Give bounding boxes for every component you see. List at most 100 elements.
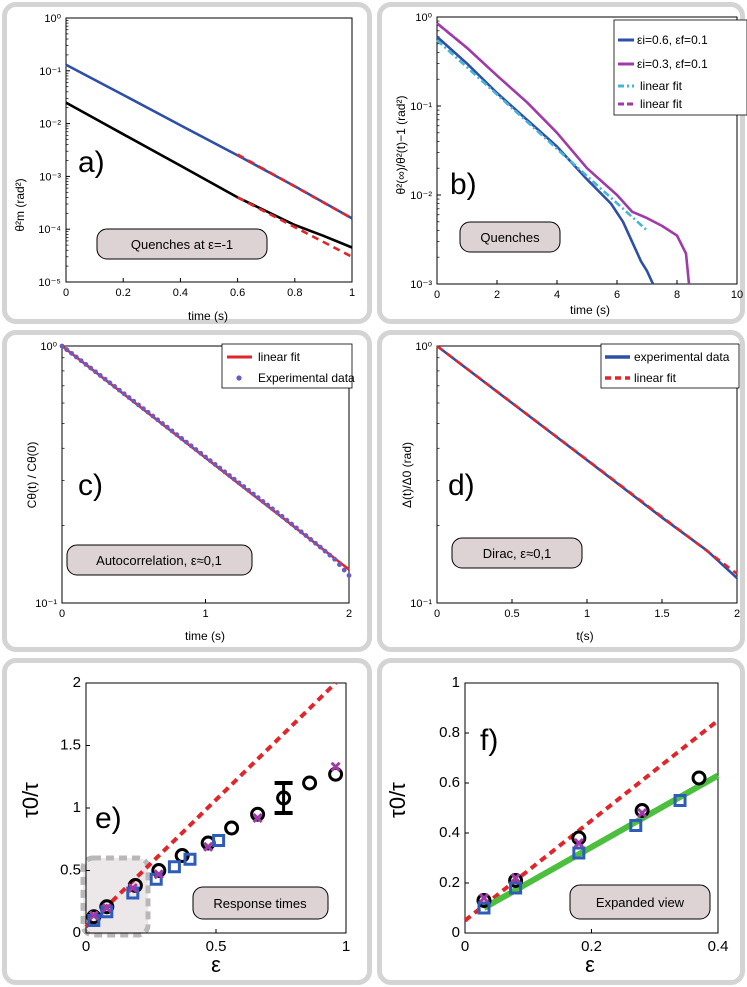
x-tick-label-d-2: 1 bbox=[584, 608, 590, 620]
y-tick-label-a-1: 10⁻⁴ bbox=[38, 224, 61, 236]
x-tick-label-d-1: 0.5 bbox=[504, 608, 519, 620]
x-axis-label-a: time (s) bbox=[188, 309, 228, 323]
y-axis-label-c: Cθ(t) / Cθ(0) bbox=[25, 442, 39, 509]
series-f-1-line bbox=[482, 772, 720, 911]
series-c-1-point-50 bbox=[298, 529, 304, 535]
y-tick-label-d-0: 10⁻¹ bbox=[410, 598, 432, 610]
series-c-1-point-29 bbox=[198, 450, 204, 456]
x-tick-label-b-0: 0 bbox=[434, 289, 440, 301]
series-c-1-point-40 bbox=[250, 491, 256, 497]
x-tick-label-b-3: 6 bbox=[614, 289, 620, 301]
x-tick-label-b-5: 10 bbox=[731, 289, 743, 301]
x-tick-label-f-2: 0.4 bbox=[708, 938, 729, 955]
x-tick-label-b-4: 8 bbox=[674, 289, 680, 301]
legend-b-2: linear fit bbox=[640, 79, 683, 93]
y-tick-label-e-1: 0.5 bbox=[60, 862, 81, 879]
axes-b: 0 2 4 6 8 10 10⁻³ 10⁻² 10⁻¹ 10⁰ bbox=[410, 12, 743, 301]
series-c-1-point-4 bbox=[78, 358, 84, 364]
series-c-1-point-41 bbox=[255, 495, 261, 501]
y-tick-label-e-4: 2 bbox=[73, 674, 81, 691]
y-tick-label-f-5: 1 bbox=[452, 674, 460, 691]
series-c-1-point-32 bbox=[212, 461, 218, 467]
annotation-text-d: Dirac, ε≈0,1 bbox=[483, 546, 552, 561]
annotation-text-a: Quenches at ε=-1 bbox=[131, 237, 233, 252]
y-tick-label-a-3: 10⁻² bbox=[39, 119, 61, 131]
series-e-1-circle-7 bbox=[250, 806, 266, 822]
annotation-box-f: Expanded view bbox=[569, 884, 711, 920]
series-f-4-x-2 bbox=[573, 837, 584, 849]
annotation-box-d: Dirac, ε≈0,1 bbox=[451, 537, 583, 569]
series-e-2-square-3 bbox=[149, 872, 163, 886]
series-c-1-point-57 bbox=[332, 556, 338, 562]
series-c-1-point-51 bbox=[303, 533, 309, 538]
series-c-1-point-31 bbox=[207, 458, 213, 464]
series-c-1-point-59 bbox=[341, 567, 347, 573]
series-e-0-line bbox=[84, 681, 337, 929]
annotation-box-c: Autocorrelation, ε≈0,1 bbox=[66, 544, 253, 576]
y-tick-label-f-0: 0 bbox=[452, 924, 460, 941]
legend-b-1: εi=0.3, εf=0.1 bbox=[637, 57, 708, 71]
series-f-0-line bbox=[463, 718, 720, 923]
x-axis-label-d: t(s) bbox=[576, 629, 593, 643]
series-e-3-x-0 bbox=[88, 910, 99, 921]
y-tick-label-d-1: 10⁰ bbox=[415, 341, 432, 353]
series-e-3-x-4 bbox=[203, 841, 214, 852]
x-axis-label-f: ε bbox=[585, 952, 595, 977]
series-c-1-point-38 bbox=[241, 484, 247, 489]
series-c-1-point-1 bbox=[64, 347, 70, 353]
x-tick-label-f-1: 0.2 bbox=[581, 938, 602, 955]
series-e-1-circle-3 bbox=[151, 863, 167, 878]
y-tick-label-f-3: 0.6 bbox=[439, 774, 460, 791]
series-c-1-point-18 bbox=[145, 409, 151, 415]
x-tick-label-a-2: 0.4 bbox=[173, 287, 188, 299]
axes-c: 0 1 2 10⁻¹ 10⁰ bbox=[35, 341, 352, 620]
x-axis-label-b: time (s) bbox=[570, 303, 610, 317]
annotation-text-e: Response times bbox=[213, 896, 307, 911]
legend-b: εi=0.6, εf=0.1 εi=0.3, εf=0.1 linear fit… bbox=[613, 19, 747, 116]
panel-label-e: e) bbox=[95, 802, 122, 835]
series-c-1-point-53 bbox=[313, 540, 318, 546]
y-axis-label-b: θ²(∞)/θ²(t)−1 (rad²) bbox=[394, 96, 408, 195]
series-c-1-point-28 bbox=[193, 447, 199, 452]
legend-c: linear fit Experimental data bbox=[221, 343, 355, 389]
series-c-1-point-15 bbox=[131, 398, 137, 404]
series-c-1-point-60 bbox=[346, 573, 352, 578]
y-tick-label-a-4: 10⁻¹ bbox=[39, 66, 61, 78]
series-e-2-square-6 bbox=[212, 834, 226, 847]
series-e-3-x-6 bbox=[330, 761, 341, 772]
series-f-3-square-0 bbox=[477, 901, 491, 915]
annotation-text-c: Autocorrelation, ε≈0,1 bbox=[96, 553, 222, 568]
x-tick-label-c-1: 1 bbox=[202, 608, 208, 620]
series-e-2-square-4 bbox=[167, 860, 181, 874]
y-tick-label-f-4: 0.8 bbox=[439, 724, 460, 741]
x-tick-label-c-2: 2 bbox=[346, 608, 352, 620]
series-c-1-point-22 bbox=[164, 424, 170, 430]
series-c-1-point-2 bbox=[69, 350, 74, 356]
series-c-1-point-19 bbox=[150, 413, 156, 419]
series-c-1-point-54 bbox=[317, 544, 323, 550]
y-axis-label-d: Δ(t)/Δ0 (rad) bbox=[400, 442, 414, 508]
series-c-1-point-30 bbox=[203, 454, 208, 460]
panel-e bbox=[2, 658, 372, 985]
series-c-1-point-46 bbox=[279, 513, 285, 519]
y-tick-label-e-3: 1.5 bbox=[60, 737, 81, 754]
x-axis-label-c: time (s) bbox=[185, 629, 225, 643]
axes-a: 0 0.2 0.4 0.6 0.8 1 10⁻⁵ 10⁻⁴ 10⁻³ 10⁻² 10⁻¹ 10⁰ bbox=[38, 13, 355, 299]
series-f-4-x-1 bbox=[510, 872, 521, 884]
series-c-1-point-11 bbox=[112, 384, 118, 389]
y-tick-label-b-2: 10⁻¹ bbox=[410, 101, 432, 113]
y-tick-label-b-1: 10⁻² bbox=[410, 190, 432, 202]
series-c-1-point-34 bbox=[222, 469, 228, 475]
series-f-2-circle-0 bbox=[476, 893, 492, 908]
series-e-3-x-2 bbox=[127, 882, 138, 894]
series-c-1-point-27 bbox=[188, 443, 194, 449]
series-c-1-point-9 bbox=[102, 376, 108, 382]
x-tick-label-a-3: 0.6 bbox=[230, 287, 245, 299]
panel-f bbox=[377, 658, 745, 985]
panel-label-a: a) bbox=[78, 146, 105, 179]
annotation-text-f: Expanded view bbox=[596, 895, 685, 910]
